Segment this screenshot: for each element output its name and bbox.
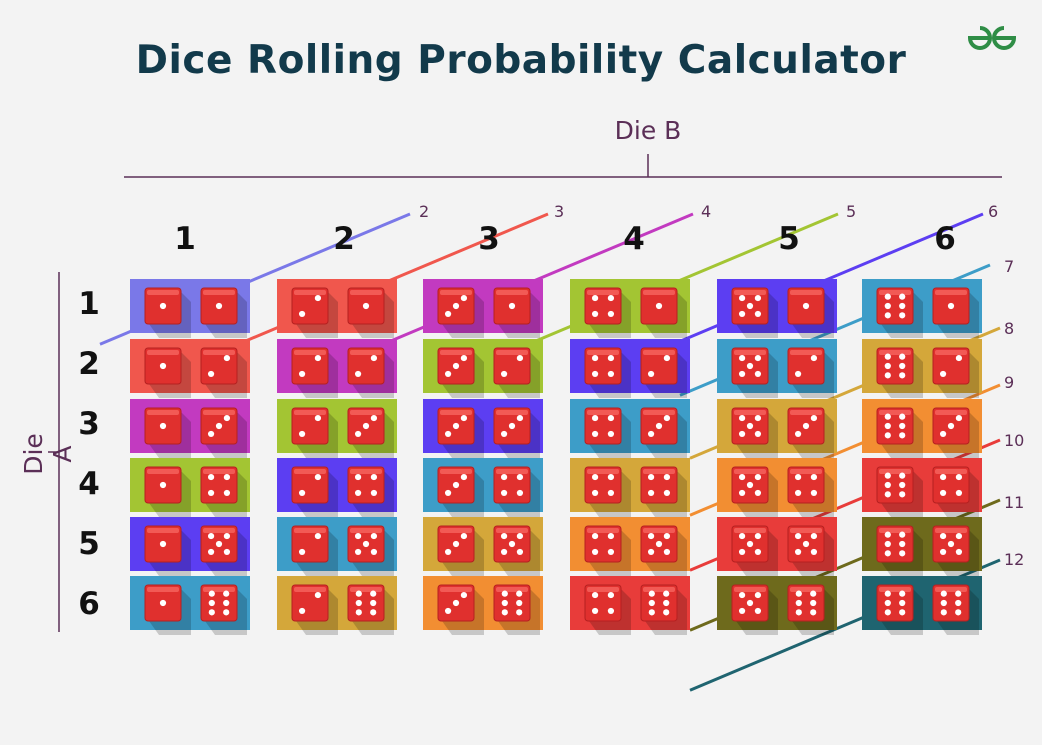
sum-label-11: 11 xyxy=(1004,493,1025,512)
die-a-face-1 xyxy=(200,287,247,338)
die-b-value-1: 1 xyxy=(174,221,196,257)
die-b-face-2 xyxy=(291,287,338,338)
sum-label-9: 9 xyxy=(1004,373,1015,392)
die-b-face-3 xyxy=(437,584,484,635)
die-b-face-6 xyxy=(876,584,923,635)
die-a-face-1 xyxy=(932,287,979,338)
sum-label-5: 5 xyxy=(846,202,857,221)
die-a-face-4 xyxy=(787,466,834,517)
die-a-face-5 xyxy=(493,525,540,576)
die-a-face-6 xyxy=(200,584,247,635)
die-a-value-1: 1 xyxy=(78,286,100,322)
die-a-face-2 xyxy=(347,347,394,398)
die-b-axis-label: Die B xyxy=(614,116,682,145)
die-b-face-4 xyxy=(584,584,631,635)
die-b-face-1 xyxy=(144,287,191,338)
die-b-face-6 xyxy=(876,466,923,517)
die-a-face-4 xyxy=(200,466,247,517)
die-a-face-1 xyxy=(347,287,394,338)
die-b-face-1 xyxy=(144,466,191,517)
die-b-face-5 xyxy=(731,347,778,398)
sum-label-6: 6 xyxy=(988,202,999,221)
die-b-face-2 xyxy=(291,525,338,576)
die-a-face-1 xyxy=(787,287,834,338)
die-a-face-6 xyxy=(640,584,687,635)
die-b-value-4: 4 xyxy=(623,221,645,257)
sum-label-3: 3 xyxy=(554,202,565,221)
sum-label-10: 10 xyxy=(1004,431,1025,450)
die-a-face-6 xyxy=(932,584,979,635)
die-a-face-3 xyxy=(640,407,687,458)
die-a-face-6 xyxy=(493,584,540,635)
die-b-face-5 xyxy=(731,584,778,635)
die-a-face-2 xyxy=(493,347,540,398)
die-b-face-6 xyxy=(876,347,923,398)
die-a-value-3: 3 xyxy=(78,406,100,442)
die-a-value-4: 4 xyxy=(78,466,100,502)
die-b-face-4 xyxy=(584,287,631,338)
die-a-face-1 xyxy=(493,287,540,338)
die-b-face-5 xyxy=(731,407,778,458)
die-b-value-6: 6 xyxy=(934,221,956,257)
die-b-face-3 xyxy=(437,347,484,398)
geeksforgeeks-logo-icon xyxy=(967,26,1017,50)
die-b-face-2 xyxy=(291,407,338,458)
die-b-face-4 xyxy=(584,347,631,398)
die-b-face-6 xyxy=(876,525,923,576)
die-b-face-2 xyxy=(291,584,338,635)
die-a-face-3 xyxy=(493,407,540,458)
die-b-value-3: 3 xyxy=(478,221,500,257)
die-a-face-4 xyxy=(640,466,687,517)
die-b-value-5: 5 xyxy=(778,221,800,257)
sum-label-7: 7 xyxy=(1004,257,1015,276)
die-b-face-2 xyxy=(291,466,338,517)
die-b-face-1 xyxy=(144,584,191,635)
die-a-face-3 xyxy=(932,407,979,458)
die-a-face-5 xyxy=(347,525,394,576)
die-a-face-4 xyxy=(347,466,394,517)
die-b-face-6 xyxy=(876,407,923,458)
die-a-face-6 xyxy=(787,584,834,635)
die-b-face-5 xyxy=(731,287,778,338)
die-b-face-6 xyxy=(876,287,923,338)
die-b-face-1 xyxy=(144,525,191,576)
die-a-face-5 xyxy=(640,525,687,576)
die-b-face-3 xyxy=(437,525,484,576)
die-a-face-5 xyxy=(787,525,834,576)
die-b-face-3 xyxy=(437,407,484,458)
page-title: Dice Rolling Probability Calculator xyxy=(135,38,907,83)
die-a-face-6 xyxy=(347,584,394,635)
die-a-face-4 xyxy=(493,466,540,517)
die-b-face-4 xyxy=(584,466,631,517)
die-b-value-2: 2 xyxy=(333,221,355,257)
die-a-face-2 xyxy=(640,347,687,398)
die-a-value-2: 2 xyxy=(78,346,100,382)
die-b-face-4 xyxy=(584,525,631,576)
die-b-face-3 xyxy=(437,287,484,338)
die-a-value-5: 5 xyxy=(78,526,100,562)
die-b-face-1 xyxy=(144,407,191,458)
die-a-face-5 xyxy=(200,525,247,576)
die-a-face-2 xyxy=(932,347,979,398)
sum-label-2: 2 xyxy=(419,202,430,221)
die-b-face-5 xyxy=(731,525,778,576)
sum-label-12: 12 xyxy=(1004,550,1025,569)
die-b-face-1 xyxy=(144,347,191,398)
sum-label-8: 8 xyxy=(1004,319,1015,338)
die-a-face-3 xyxy=(200,407,247,458)
die-a-face-3 xyxy=(347,407,394,458)
die-b-face-3 xyxy=(437,466,484,517)
die-b-face-2 xyxy=(291,347,338,398)
die-a-face-4 xyxy=(932,466,979,517)
sum-label-4: 4 xyxy=(701,202,712,221)
die-a-face-2 xyxy=(200,347,247,398)
die-a-face-3 xyxy=(787,407,834,458)
die-a-face-5 xyxy=(932,525,979,576)
die-a-value-6: 6 xyxy=(78,586,100,622)
die-b-face-5 xyxy=(731,466,778,517)
die-a-face-1 xyxy=(640,287,687,338)
die-a-face-2 xyxy=(787,347,834,398)
die-b-face-4 xyxy=(584,407,631,458)
